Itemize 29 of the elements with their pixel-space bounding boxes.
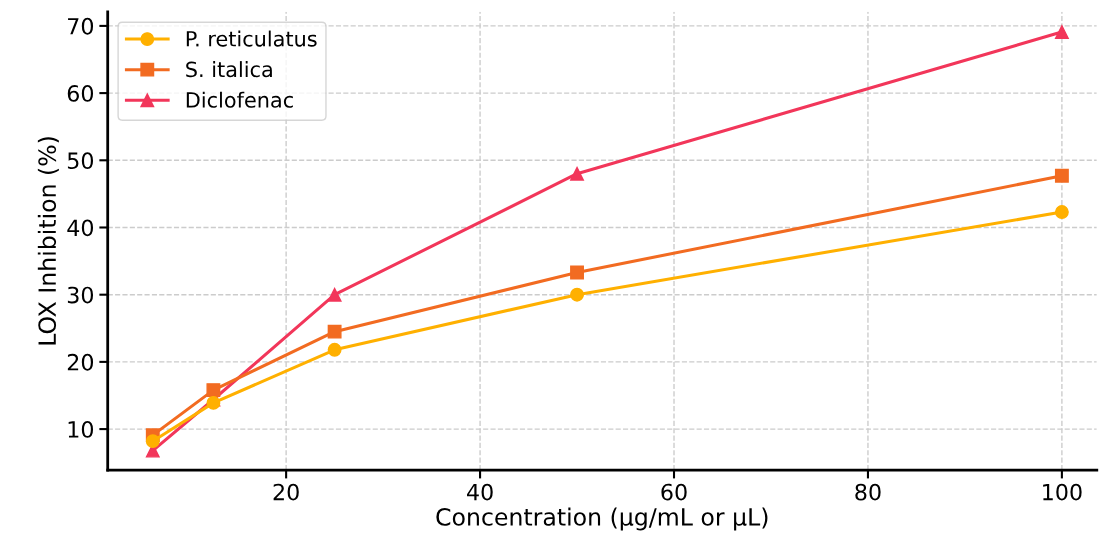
point: [1054, 168, 1069, 183]
point: [327, 342, 342, 357]
point: [327, 324, 342, 339]
point: [570, 265, 584, 280]
legend-label: Diclofenac: [186, 91, 293, 108]
y-tick-label: 40: [67, 219, 94, 237]
y-tick-label: 20: [67, 353, 94, 371]
x-tick-label: 100: [1043, 483, 1082, 501]
y-tick-label: 10: [68, 421, 94, 438]
y-tick-label: 70: [68, 17, 94, 35]
point: [570, 287, 584, 302]
point: [1054, 205, 1069, 219]
x-tick-label: 60: [661, 483, 687, 501]
point: [1054, 25, 1069, 39]
legend-label: S. italica: [186, 61, 272, 78]
y-tick-label: 60: [67, 85, 94, 102]
point: [327, 287, 342, 302]
y-tick-label: 30: [67, 286, 94, 304]
point: [145, 434, 160, 449]
point: [206, 383, 221, 398]
point: [206, 395, 221, 410]
x-tick-label: 20: [273, 483, 299, 501]
point: [570, 166, 584, 181]
x-axis-title: Concentration (µg/mL or µL): [436, 507, 768, 531]
y-tick-label: 50: [67, 152, 94, 170]
x-tick-label: 80: [855, 483, 881, 501]
x-tick-label: 40: [467, 483, 493, 501]
legend-label: P. reticulatus: [186, 30, 317, 47]
y-axis-title: LOX Inhibition (%): [37, 137, 59, 345]
